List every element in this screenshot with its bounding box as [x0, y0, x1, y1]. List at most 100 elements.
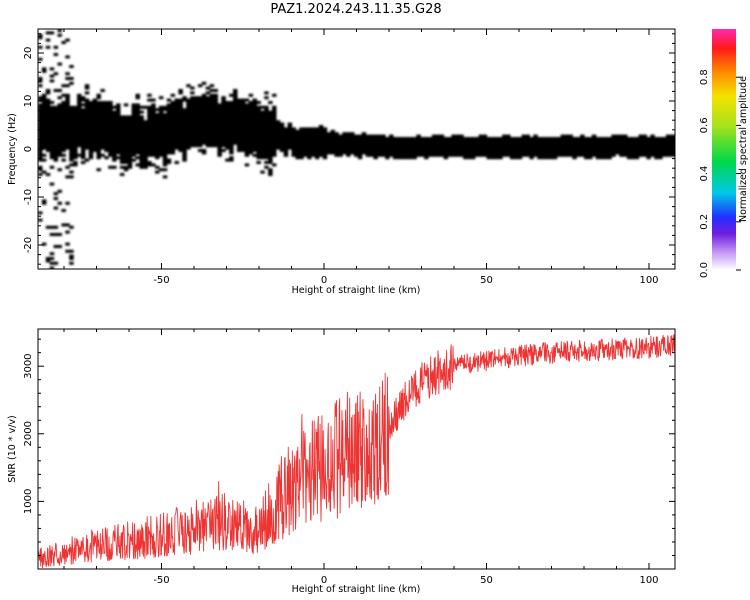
spectrogram-cell [158, 151, 164, 155]
spectrogram-cell [533, 139, 538, 143]
spectrogram-cell [513, 144, 519, 148]
spectrogram-cell [603, 149, 608, 152]
spectrogram-cell [545, 146, 550, 150]
spectrogram-cell [584, 141, 589, 145]
spectrogram-cell [673, 141, 675, 145]
spectrogram-cell [217, 151, 222, 155]
spectrogram-cell [166, 120, 172, 124]
spectrogram-cell [439, 139, 445, 143]
spectrogram-cell [299, 149, 304, 152]
spectrogram-cell [229, 120, 234, 124]
spectrogram-cell [541, 141, 546, 145]
spectrogram-cell [252, 120, 257, 124]
spectrogram-cell [57, 110, 62, 114]
spectrogram-cell [135, 134, 140, 138]
spectrogram-cell [311, 134, 316, 138]
spectrogram-cell [381, 149, 386, 152]
spectrogram-cell [584, 151, 589, 155]
spectrogram-cell [272, 146, 277, 150]
spectrogram-cell [166, 105, 172, 109]
spectrogram-cell [194, 113, 199, 116]
spectrogram-cell [88, 153, 94, 157]
spectrogram-cell [170, 149, 176, 152]
spectrogram-cell [435, 151, 441, 155]
spectrogram-cell [295, 151, 300, 155]
spectrogram-cell [673, 144, 675, 148]
spectrogram-cell [389, 151, 394, 155]
spectrogram-cell [229, 122, 234, 126]
spectrogram-cell [123, 156, 129, 160]
snr-xtick-label: 0 [321, 575, 327, 586]
spectrogram-cell [580, 134, 585, 138]
spectrogram-cell [178, 101, 183, 104]
spectrogram-cell [236, 146, 242, 150]
spectrogram-cell [240, 117, 246, 121]
spectrogram-cell [506, 151, 511, 155]
spectrogram-cell [45, 173, 51, 176]
spectrogram-cell [451, 146, 456, 150]
spectrogram-cell [630, 146, 636, 150]
spectrogram-cell [455, 139, 460, 143]
spectrogram-cell [221, 120, 226, 124]
spectrogram-cell [482, 139, 488, 143]
spectrogram-cell [619, 146, 624, 150]
spectrogram-cell [525, 137, 530, 140]
spectrogram-cell [158, 134, 164, 138]
spectrogram-cell [53, 110, 59, 114]
spectrogram-cell [104, 149, 109, 152]
spectrogram-cell [166, 149, 172, 152]
spectrogram-cell [650, 151, 655, 155]
spectrogram-cell [112, 115, 117, 119]
spectrogram-cell [108, 122, 113, 126]
spectrogram-cell [295, 149, 300, 152]
spectrogram-cell [53, 206, 59, 210]
spectrogram-cell [502, 149, 507, 152]
spectrogram-cell [264, 91, 269, 95]
spectrogram-cell [77, 139, 82, 143]
spectrogram-cell [57, 29, 62, 32]
spectrogram-cell [201, 125, 207, 128]
spectrogram-cell [287, 137, 293, 140]
spectrogram-cell [186, 101, 191, 104]
spectrogram-cell [225, 108, 230, 112]
spectrogram-cell [53, 233, 59, 236]
spectrogram-cell [665, 151, 671, 155]
spectrogram-cell [295, 137, 300, 140]
spectrogram-cell [256, 141, 261, 145]
spectrogram-cell [576, 144, 581, 148]
spectrogram-cell [221, 113, 226, 116]
spectrogram-cell [61, 101, 66, 104]
spectrogram-cell [61, 110, 66, 114]
spectrogram-cell [38, 149, 43, 152]
spectrogram-cell [221, 137, 226, 140]
spectrogram-cell [205, 125, 211, 128]
spectrogram-cell [521, 146, 527, 150]
spectrogram-cell [53, 53, 59, 56]
spectrogram-cell [326, 141, 332, 145]
spectrogram-cell [346, 132, 351, 136]
spectrogram-cell [552, 141, 558, 145]
spectrogram-cell [69, 113, 74, 116]
spectrogram-cell [96, 139, 101, 143]
spectrogram-cell [201, 81, 207, 85]
spectrogram-cell [186, 84, 191, 88]
spectrogram-cell [560, 149, 566, 152]
spectrogram-cell [174, 132, 179, 136]
spectrogram-cell [420, 139, 425, 143]
spectrogram-cell [104, 115, 109, 119]
spectrogram-cell [84, 101, 90, 104]
spectrogram-cell [45, 38, 51, 42]
spectrogram-cell [112, 146, 117, 150]
spectrogram-cell [408, 149, 413, 152]
spectrogram-cell [272, 151, 277, 155]
spectrogram-cell [619, 134, 624, 138]
spectrogram-cell [158, 105, 164, 109]
spectrogram-cell [248, 122, 254, 126]
spectrogram-cell [556, 137, 562, 140]
spectrogram-cell [104, 105, 109, 109]
spectrogram-cell [408, 144, 413, 148]
spectrogram-cell [119, 153, 125, 157]
spectrogram-cell [221, 115, 226, 119]
spectrogram-cell [646, 151, 651, 155]
